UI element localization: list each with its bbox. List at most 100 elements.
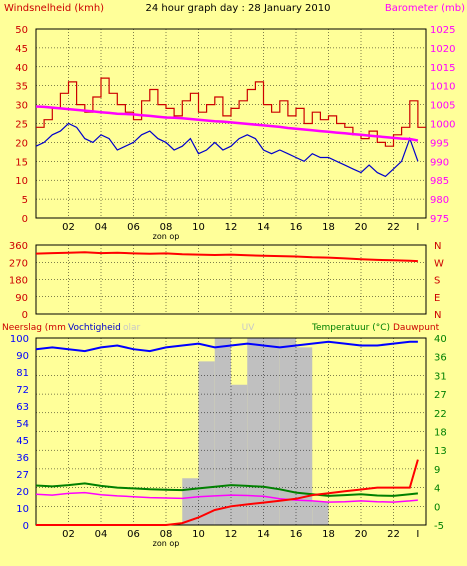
wind-y-tick: 50 bbox=[15, 25, 28, 36]
x-tick-label: I bbox=[416, 529, 419, 540]
solar-bar bbox=[231, 384, 248, 525]
wind-barometer-panel: 0510152025303540455097598098599099510001… bbox=[15, 25, 455, 241]
x-tick-label: 20 bbox=[355, 529, 368, 540]
barometer-y-tick: 1020 bbox=[430, 44, 455, 55]
solar-bar bbox=[263, 338, 280, 525]
wind-direction-series bbox=[35, 251, 418, 263]
sunrise-label: zon op bbox=[153, 232, 180, 241]
direction-y-tick: 180 bbox=[9, 276, 28, 287]
wind-y-tick: 45 bbox=[15, 44, 28, 55]
humidity-y-tick: 45 bbox=[16, 436, 29, 447]
temp-y-tick: 0 bbox=[434, 502, 440, 513]
compass-tick: E bbox=[434, 293, 440, 304]
x-tick-label: 06 bbox=[127, 529, 140, 540]
humidity-y-tick: 100 bbox=[10, 334, 29, 345]
sunrise-label: zon op bbox=[153, 539, 180, 548]
humidity-y-tick: 0 bbox=[23, 521, 29, 532]
barometer-series bbox=[35, 105, 419, 142]
x-tick-label: 18 bbox=[322, 222, 335, 233]
wind-y-tick: 35 bbox=[15, 82, 28, 93]
humidity-y-tick: 72 bbox=[16, 385, 29, 396]
barometer-y-tick: 975 bbox=[430, 214, 449, 225]
barometer-y-tick: 995 bbox=[430, 138, 449, 149]
solar-bar bbox=[296, 347, 313, 525]
x-tick-label: 12 bbox=[225, 222, 238, 233]
solar-axis-title: olar bbox=[123, 323, 141, 333]
x-tick-label: 12 bbox=[225, 529, 238, 540]
temp-y-tick: 18 bbox=[434, 428, 447, 439]
temp-y-tick: -5 bbox=[434, 521, 444, 532]
humidity-y-tick: 36 bbox=[16, 453, 29, 464]
x-tick-label: 02 bbox=[62, 529, 75, 540]
humidity-y-tick: 90 bbox=[16, 351, 29, 362]
wind-y-tick: 20 bbox=[15, 138, 28, 149]
x-tick-label: 08 bbox=[160, 222, 173, 233]
humidity-y-tick: 54 bbox=[16, 419, 29, 430]
temp-y-tick: 31 bbox=[434, 371, 447, 382]
x-tick-label: 16 bbox=[290, 222, 303, 233]
solar-bar bbox=[198, 361, 215, 525]
x-tick-label: 16 bbox=[290, 529, 303, 540]
uv-axis-title: UV bbox=[242, 323, 256, 333]
dewpoint-axis-title: Dauwpunt bbox=[393, 323, 440, 333]
temperature-series bbox=[35, 482, 418, 497]
x-tick-label: 14 bbox=[257, 529, 270, 540]
temperature-axis-title: Temperatuur (°C) bbox=[311, 323, 390, 333]
wind-y-tick: 25 bbox=[15, 120, 28, 131]
x-tick-label: 06 bbox=[127, 222, 140, 233]
humidity-y-tick: 27 bbox=[16, 470, 29, 481]
temp-y-tick: 40 bbox=[434, 334, 447, 345]
direction-y-tick: 90 bbox=[15, 293, 28, 304]
barometer-y-tick: 985 bbox=[430, 176, 449, 187]
compass-tick: N bbox=[434, 241, 441, 252]
solar-bar bbox=[279, 338, 296, 525]
temp-y-tick: 36 bbox=[434, 353, 447, 364]
humidity-y-tick: 63 bbox=[16, 402, 29, 413]
barometer-y-tick: 1000 bbox=[430, 120, 455, 131]
chart-title: 24 hour graph day : 28 January 2010 bbox=[146, 3, 331, 14]
barometer-y-tick: 1015 bbox=[430, 63, 455, 74]
temp-y-tick: 27 bbox=[434, 390, 447, 401]
compass-tick: N bbox=[434, 310, 441, 321]
humidity-y-tick: 20 bbox=[16, 487, 29, 498]
x-tick-label: 08 bbox=[160, 529, 173, 540]
temp-y-tick: 9 bbox=[434, 465, 440, 476]
barometer-axis-title: Barometer (mb) bbox=[385, 3, 465, 14]
x-tick-label: 14 bbox=[257, 222, 270, 233]
x-tick-label: I bbox=[416, 222, 419, 233]
barometer-y-tick: 1025 bbox=[430, 25, 455, 36]
wind-y-tick: 0 bbox=[22, 214, 28, 225]
x-tick-label: 22 bbox=[387, 222, 400, 233]
barometer-y-tick: 1010 bbox=[430, 82, 455, 93]
direction-y-tick: 270 bbox=[9, 258, 28, 269]
wind-direction-panel: 0 N 90 E 180 S 270 W 360 N bbox=[9, 241, 444, 321]
wind-axis-title: Windsnelheid (kmh) bbox=[4, 3, 104, 14]
rain-humidity-temp-panel: Neerslag (mm Vochtigheid olar UV Tempera… bbox=[2, 323, 447, 548]
dewpoint-series bbox=[35, 491, 418, 503]
rain-series bbox=[36, 459, 419, 526]
x-tick-label: 22 bbox=[387, 529, 400, 540]
solar-bar bbox=[312, 501, 329, 525]
x-tick-label: 04 bbox=[95, 529, 108, 540]
wind-y-tick: 40 bbox=[15, 63, 28, 74]
wind-y-tick: 5 bbox=[22, 195, 28, 206]
compass-tick: S bbox=[434, 276, 440, 287]
humidity-y-tick: 10 bbox=[16, 504, 29, 515]
x-tick-label: 10 bbox=[192, 222, 205, 233]
wind-y-tick: 10 bbox=[15, 176, 28, 187]
humidity-axis-title: Vochtigheid bbox=[68, 323, 121, 333]
direction-y-tick: 360 bbox=[9, 241, 28, 252]
humidity-y-tick: 81 bbox=[16, 368, 29, 379]
x-tick-label: 10 bbox=[192, 529, 205, 540]
wind-speed-series bbox=[35, 122, 419, 178]
compass-tick: W bbox=[434, 258, 444, 269]
barometer-y-tick: 980 bbox=[430, 195, 449, 206]
barometer-y-tick: 1005 bbox=[430, 101, 455, 112]
temp-y-tick: 22 bbox=[434, 409, 447, 420]
temp-y-tick: 4 bbox=[434, 484, 440, 495]
wind-y-tick: 15 bbox=[15, 157, 28, 168]
x-tick-label: 18 bbox=[322, 529, 335, 540]
barometer-y-tick: 990 bbox=[430, 157, 449, 168]
direction-y-tick: 0 bbox=[22, 310, 28, 321]
